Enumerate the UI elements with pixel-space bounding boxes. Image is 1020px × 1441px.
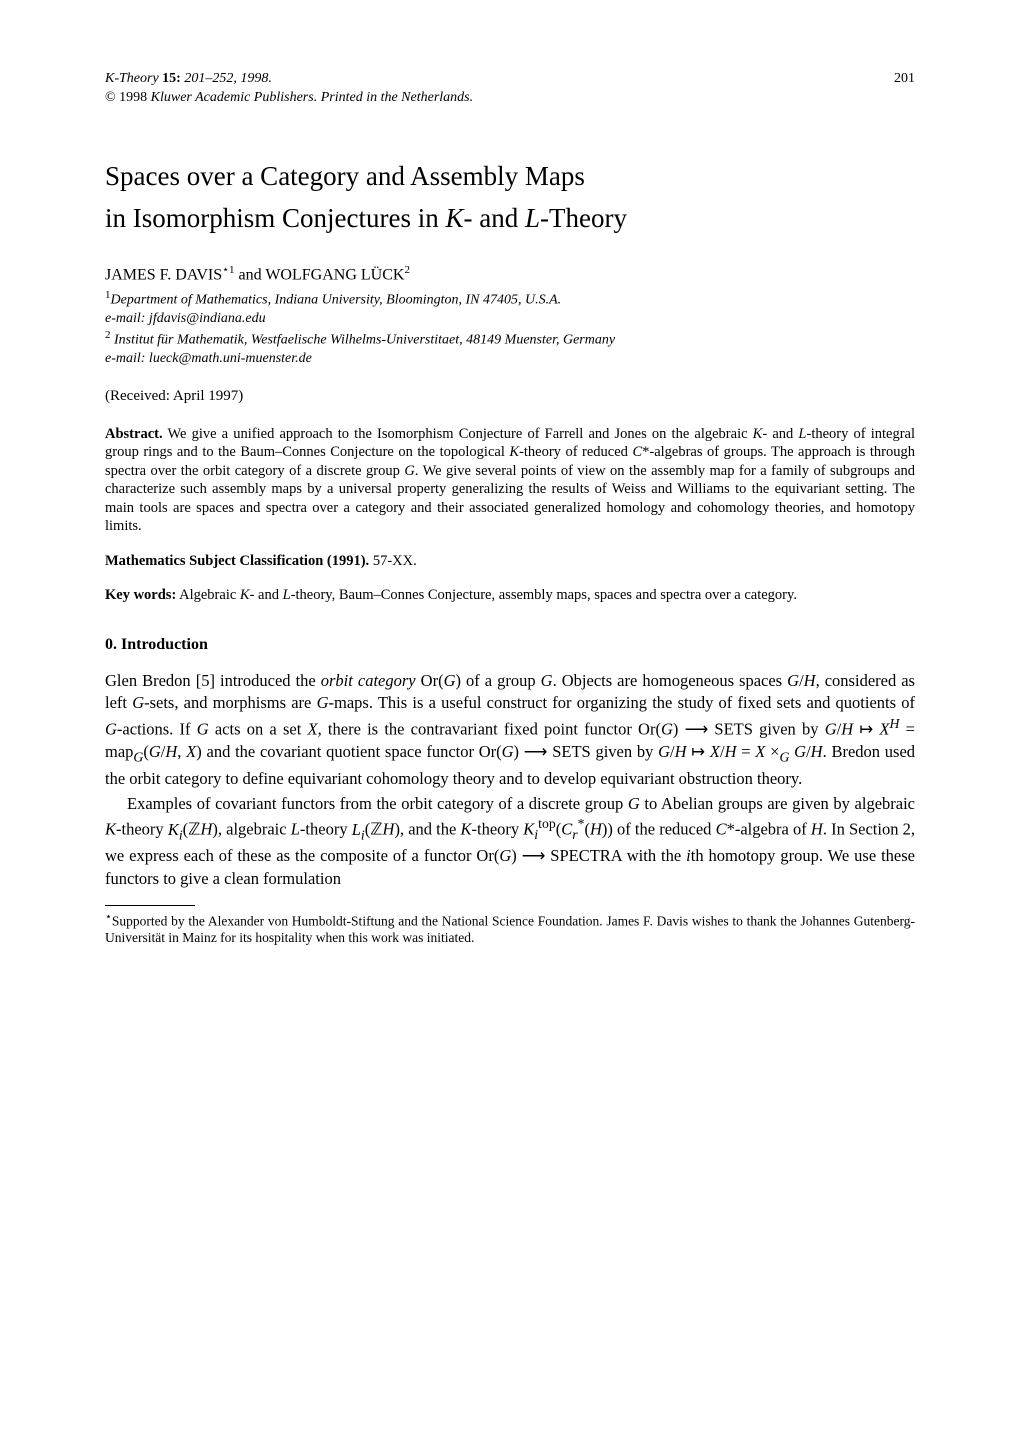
page-range: 201–252, 1998. <box>184 71 272 86</box>
affiliation-2: 2 Institut für Mathematik, Westfaelische… <box>105 328 915 350</box>
volume: 15: <box>162 71 181 86</box>
title-line-1: Spaces over a Category and Assembly Maps <box>105 161 585 191</box>
intro-para-2: Examples of covariant functors from the … <box>105 793 915 891</box>
keywords-text: Algebraic K- and L-theory, Baum–Connes C… <box>176 587 797 603</box>
journal-header: 201 K-Theory 15: 201–252, 1998. <box>105 70 915 89</box>
received-date: (Received: April 1997) <box>105 386 915 406</box>
intro-para-1: Glen Bredon [5] introduced the orbit cat… <box>105 670 915 791</box>
affiliation-2-email: e-mail: lueck@math.uni-muenster.de <box>105 350 915 368</box>
msc-text: 57-XX. <box>369 553 417 569</box>
authors: JAMES F. DAVIS⋆1 and WOLFGANG LÜCK2 <box>105 263 915 286</box>
abstract-label: Abstract. <box>105 426 163 442</box>
affiliation-2-text: Institut für Mathematik, Westfaelische W… <box>111 333 616 348</box>
journal-name: K-Theory <box>105 71 159 86</box>
keywords-label: Key words: <box>105 587 176 603</box>
section-heading: 0. Introduction <box>105 634 915 656</box>
keywords: Key words: Algebraic K- and L-theory, Ba… <box>105 586 915 605</box>
affiliation-1: 1Department of Mathematics, Indiana Univ… <box>105 288 915 310</box>
abstract: Abstract. We give a unified approach to … <box>105 425 915 536</box>
copyright-text: Kluwer Academic Publishers. Printed in t… <box>151 90 474 105</box>
msc-label: Mathematics Subject Classification (1991… <box>105 553 369 569</box>
msc: Mathematics Subject Classification (1991… <box>105 552 915 572</box>
copyright-year: © 1998 <box>105 90 147 105</box>
page-number: 201 <box>894 70 915 89</box>
footnote-rule <box>105 905 195 906</box>
copyright-line: © 1998 Kluwer Academic Publishers. Print… <box>105 89 915 108</box>
paper-title: Spaces over a Category and Assembly Maps… <box>105 156 915 240</box>
affiliation-1-email: e-mail: jfdavis@indiana.edu <box>105 310 915 328</box>
footnote-marker: ⋆ <box>105 911 112 923</box>
footnote: ⋆Supported by the Alexander von Humboldt… <box>105 910 915 947</box>
abstract-text: We give a unified approach to the Isomor… <box>105 426 915 535</box>
title-line-2: in Isomorphism Conjectures in K- and L-T… <box>105 203 627 233</box>
affiliation-1-text: Department of Mathematics, Indiana Unive… <box>111 293 562 308</box>
footnote-text: Supported by the Alexander von Humboldt-… <box>105 913 915 945</box>
